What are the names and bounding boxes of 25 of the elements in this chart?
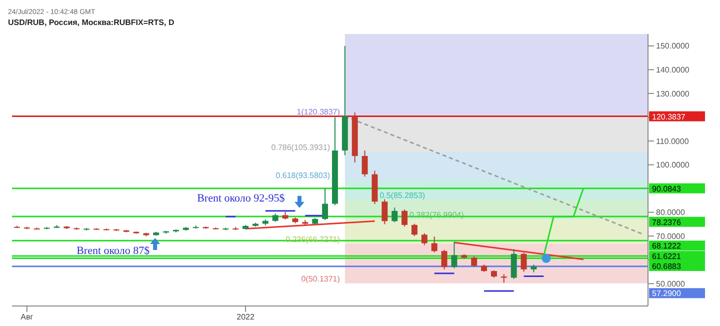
ref-line-label: 90.0843 — [652, 184, 682, 194]
y-tick-label: 140.0000 — [656, 66, 690, 75]
annotation: Brent около 87$ — [76, 244, 150, 257]
y-tick-label: 110.0000 — [656, 136, 690, 146]
ref-line-label: 57.2900 — [652, 289, 682, 298]
y-tick-label: 70.0000 — [656, 232, 686, 241]
x-tick-label: 2022 — [236, 312, 255, 322]
band-label: 0(50.1371) — [301, 274, 340, 284]
y-tick-label: 50.0000 — [656, 279, 686, 288]
ref-line-label: 61.6221 — [652, 252, 682, 262]
ref-line-label: 120.3837 — [652, 112, 686, 122]
band-label: 1(120.3837) — [296, 107, 340, 116]
band-label: 0.786(105.3931) — [271, 142, 330, 152]
y-tick-label: 130.0000 — [656, 89, 690, 98]
ref-line-label: 78.2376 — [652, 218, 682, 227]
annotation: Brent около 92-95$ — [197, 192, 286, 204]
band-label: 0.5(85.2853) — [380, 190, 426, 200]
y-tick-label: 80.0000 — [656, 208, 686, 218]
chart-title: USD/RUB, Россия, Москва:RUBFIX=RTS, D — [8, 17, 176, 28]
band-label: 0.618(93.5803) — [276, 171, 330, 180]
x-tick-label: Авг — [20, 312, 34, 322]
ref-line-label: 68.1222 — [652, 242, 682, 251]
ref-line-label: 60.6883 — [652, 262, 682, 272]
y-tick-label: 150.0000 — [656, 42, 690, 51]
y-tick-label: 100.0000 — [656, 160, 690, 170]
